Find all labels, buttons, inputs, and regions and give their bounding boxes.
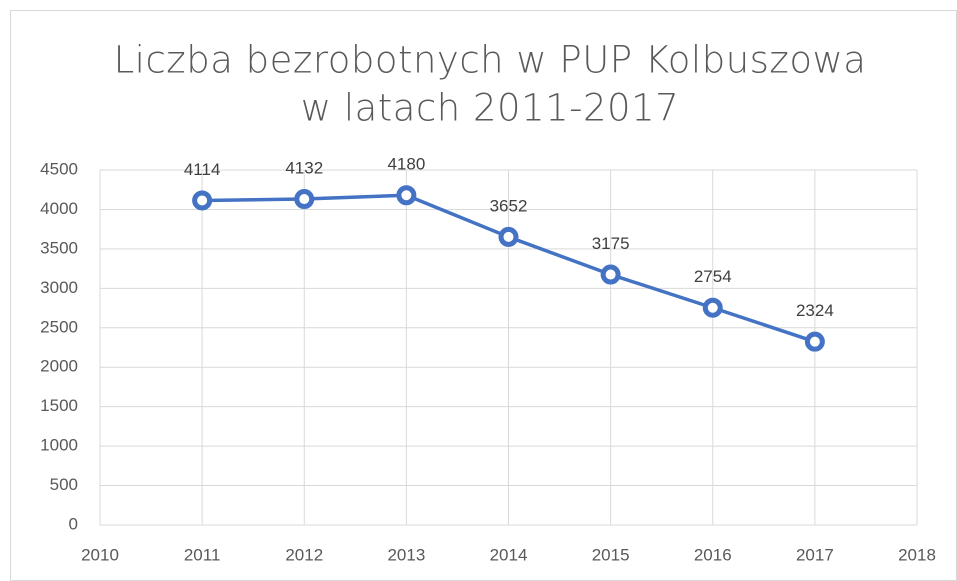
point [804,331,825,352]
y-tick-label: 2500 [40,317,78,336]
x-tick-label: 2017 [796,545,834,564]
data-label: 4132 [285,159,323,178]
y-tick-label: 3000 [40,278,78,297]
y-tick-label: 4500 [40,159,78,178]
x-tick-label: 2018 [898,545,936,564]
data-label: 3652 [490,196,528,215]
data-label: 2754 [694,267,732,286]
y-tick-label: 3500 [40,238,78,257]
point [498,226,519,247]
x-tick-label: 2012 [285,545,323,564]
y-tick-label: 4000 [40,199,78,218]
data-label: 4114 [184,160,221,179]
chart-title: Liczba bezrobotnych w PUP Kolbuszowa [114,39,867,82]
y-tick-label: 0 [69,514,78,533]
y-tick-label: 500 [50,475,78,494]
x-tick-label: 2016 [694,545,732,564]
y-tick-label: 1000 [40,436,78,455]
y-tick-label: 1500 [40,396,78,415]
x-tick-label: 2014 [490,545,528,564]
x-tick-label: 2013 [387,545,425,564]
point [294,189,315,210]
data-label: 3175 [592,234,630,253]
x-tick-label: 2015 [592,545,630,564]
y-tick-label: 2000 [40,357,78,376]
chart-title: w latach 2011-2017 [301,87,679,130]
point [396,185,417,206]
x-tick-label: 2010 [81,545,119,564]
point [192,190,213,211]
point [600,264,621,285]
data-label: 2324 [796,301,834,320]
point [702,297,723,318]
x-tick-label: 2011 [184,545,221,564]
data-label: 4180 [387,155,425,174]
